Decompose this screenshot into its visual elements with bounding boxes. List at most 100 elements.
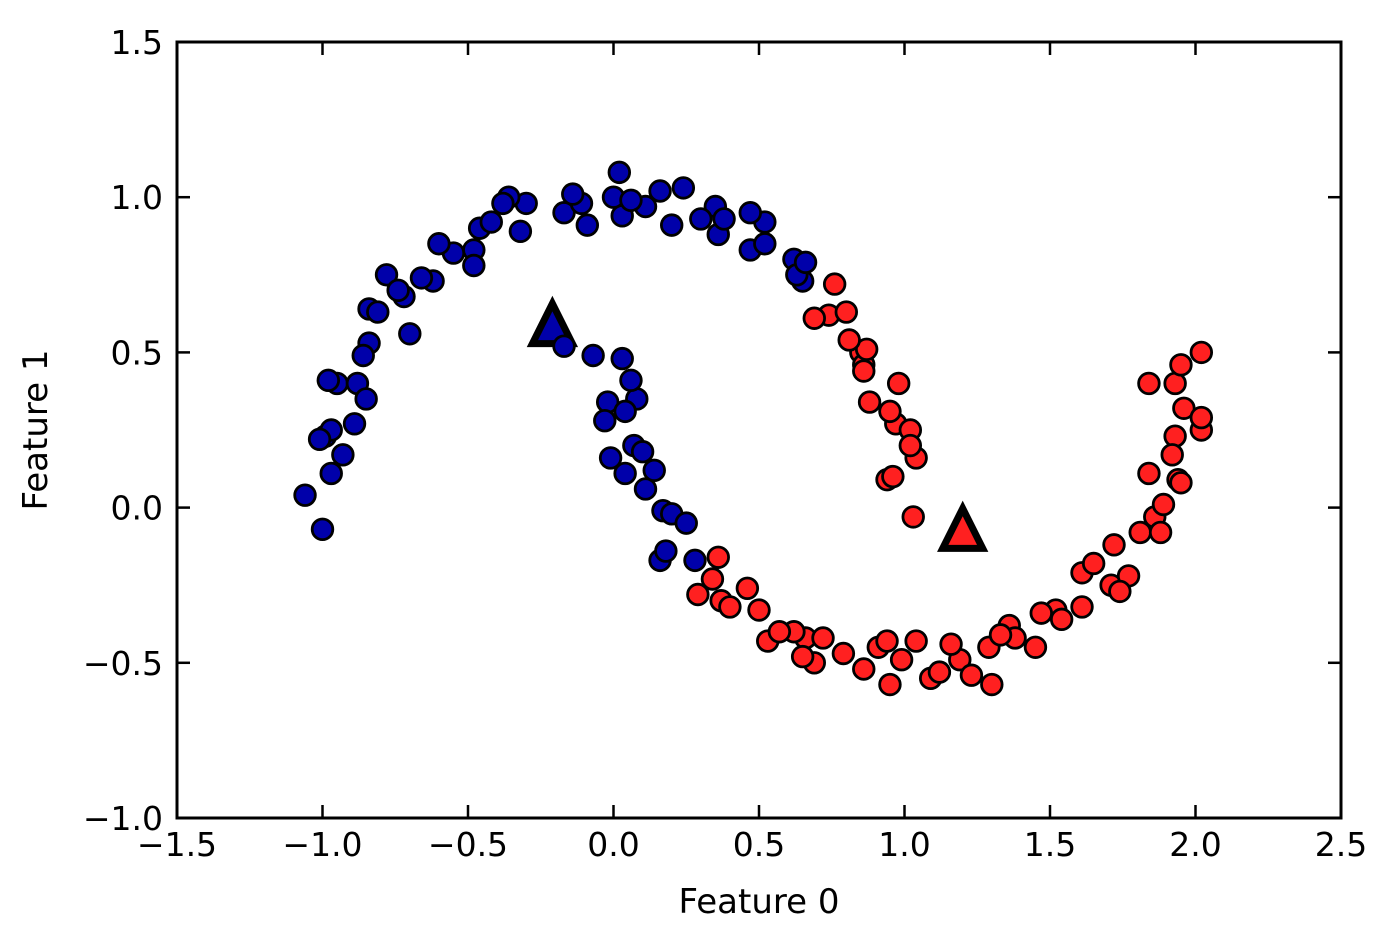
scatter-point-cluster-1 xyxy=(875,629,899,653)
scatter-point-cluster-0 xyxy=(462,253,486,278)
scatter-point-cluster-1 xyxy=(834,300,859,324)
scatter-point-cluster-0 xyxy=(689,207,713,231)
scatter-point-cluster-1 xyxy=(686,582,710,607)
scatter-point-cluster-1 xyxy=(857,390,882,414)
y-tick-label: 1.5 xyxy=(111,23,163,62)
scatter-point-cluster-1 xyxy=(1172,396,1196,420)
y-tick-label: −1.0 xyxy=(83,799,163,838)
x-tick-label: −0.5 xyxy=(428,825,508,864)
scatter-point-cluster-1 xyxy=(901,505,925,529)
scatter-point-cluster-1 xyxy=(1137,371,1161,396)
x-tick-label: 1.0 xyxy=(878,825,930,864)
scatter-point-cluster-0 xyxy=(561,182,585,206)
scatter-point-cluster-0 xyxy=(479,210,503,234)
x-tick-label: 2.5 xyxy=(1315,825,1367,864)
scatter-point-cluster-0 xyxy=(386,278,410,303)
scatter-point-cluster-0 xyxy=(613,399,637,424)
scatter-point-cluster-1 xyxy=(1128,520,1152,545)
scatter-point-cluster-0 xyxy=(613,461,637,486)
scatter-point-cluster-1 xyxy=(718,595,742,619)
scatter-point-cluster-1 xyxy=(1102,533,1126,557)
scatter-point-cluster-1 xyxy=(1137,461,1161,486)
scatter-point-cluster-0 xyxy=(331,443,355,467)
scatter-point-cluster-1 xyxy=(706,545,730,569)
scatter-point-cluster-1 xyxy=(939,632,963,656)
x-tick-label: 0.5 xyxy=(733,825,785,864)
scatter-point-cluster-0 xyxy=(648,179,672,203)
y-tick-label: 1.0 xyxy=(111,178,163,217)
scatter-point-cluster-0 xyxy=(552,334,576,358)
scatter-point-cluster-0 xyxy=(619,188,643,213)
scatter-point-cluster-1 xyxy=(1169,353,1193,377)
scatter-point-cluster-0 xyxy=(354,387,378,411)
x-tick-label: −1.5 xyxy=(137,825,217,864)
scatter-point-cluster-0 xyxy=(607,160,632,185)
scatter-point-cluster-1 xyxy=(878,399,902,424)
scatter-point-cluster-1 xyxy=(886,371,911,396)
y-tick-label: −0.5 xyxy=(83,644,163,683)
scatter-point-cluster-0 xyxy=(610,346,634,371)
scatter-point-cluster-1 xyxy=(889,647,914,672)
scatter-point-cluster-0 xyxy=(552,201,576,225)
y-tick-label: 0.0 xyxy=(111,489,163,528)
scatter-point-cluster-1 xyxy=(1023,635,1048,659)
scatter-point-cluster-0 xyxy=(654,539,678,563)
scatter-point-cluster-1 xyxy=(700,567,725,591)
scatter-point-cluster-1 xyxy=(854,337,879,361)
scatter-point-cluster-0 xyxy=(293,483,317,507)
scatter-point-cluster-1 xyxy=(822,272,847,296)
scatter-point-cluster-1 xyxy=(980,672,1004,697)
scatter-point-cluster-0 xyxy=(660,213,684,237)
scatter-point-cluster-1 xyxy=(767,620,792,644)
scatter-point-cluster-1 xyxy=(881,464,905,489)
scatter-point-cluster-1 xyxy=(1189,340,1214,365)
x-axis-label: Feature 0 xyxy=(679,882,840,922)
scatter-point-cluster-0 xyxy=(316,368,341,393)
scatter-point-cluster-0 xyxy=(593,408,617,433)
scatter-point-cluster-1 xyxy=(1151,492,1176,517)
scatter-point-cluster-1 xyxy=(852,359,876,383)
scatter-point-cluster-1 xyxy=(747,598,771,622)
scatter-point-cluster-1 xyxy=(904,629,928,653)
scatter-point-cluster-0 xyxy=(738,201,762,225)
scatter-point-cluster-0 xyxy=(310,517,335,542)
scatter-point-cluster-0 xyxy=(351,343,375,368)
cluster-center-marker xyxy=(937,500,989,552)
scatter-point-cluster-0 xyxy=(793,250,818,275)
scatter-point-cluster-1 xyxy=(811,626,835,650)
scatter-point-cluster-0 xyxy=(619,368,643,393)
scatter-point-cluster-1 xyxy=(1108,579,1132,604)
scatter-point-cluster-1 xyxy=(852,657,876,681)
scatter-point-cluster-0 xyxy=(575,213,600,237)
x-tick-label: −1.0 xyxy=(282,825,362,864)
scatter-point-cluster-1 xyxy=(837,328,861,352)
scatter-point-cluster-1 xyxy=(988,623,1013,647)
scatter-point-cluster-1 xyxy=(1148,520,1173,545)
scatter-point-cluster-0 xyxy=(674,511,698,535)
scatter-point-cluster-0 xyxy=(581,343,605,368)
scatter-point-cluster-0 xyxy=(342,412,367,436)
scatter-point-cluster-0 xyxy=(409,266,434,290)
scatter-point-cluster-0 xyxy=(374,263,399,287)
scatter-point-cluster-0 xyxy=(671,176,696,200)
scatter-point-cluster-0 xyxy=(598,446,623,470)
scatter-point-cluster-1 xyxy=(1049,607,1074,632)
scatter-point-cluster-1 xyxy=(1189,405,1214,430)
scatter-point-cluster-1 xyxy=(1163,424,1187,448)
scatter-point-cluster-1 xyxy=(878,672,902,697)
scatter-point-cluster-1 xyxy=(927,660,952,684)
scatter-point-cluster-1 xyxy=(790,644,815,669)
scatter-point-cluster-0 xyxy=(712,207,736,231)
scatter-point-cluster-0 xyxy=(683,548,707,573)
scatter-point-cluster-1 xyxy=(1081,551,1106,576)
scatter-point-cluster-0 xyxy=(642,458,666,483)
scatter-point-cluster-1 xyxy=(831,641,856,666)
scatter-point-cluster-0 xyxy=(491,191,515,216)
scatter-point-cluster-0 xyxy=(319,461,343,486)
scatter-point-cluster-1 xyxy=(898,433,923,458)
cluster-center-marker xyxy=(526,295,579,348)
scatter-point-cluster-1 xyxy=(802,306,826,330)
scatter-point-cluster-0 xyxy=(427,232,451,256)
x-tick-label: 2.0 xyxy=(1169,825,1221,864)
